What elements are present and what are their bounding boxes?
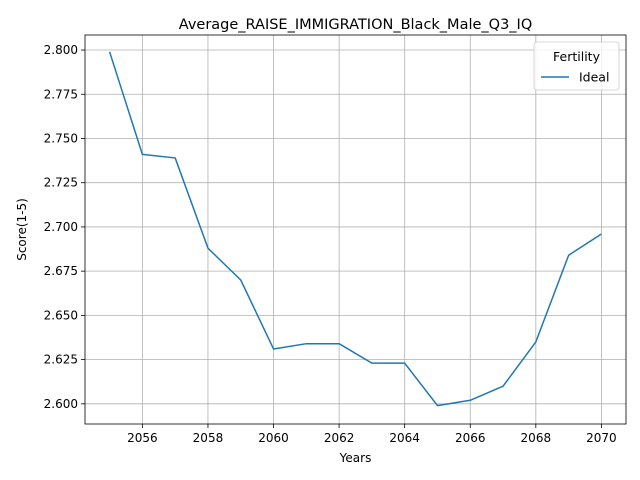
legend-box bbox=[533, 41, 620, 91]
x-tick-label: 2056 bbox=[127, 431, 158, 445]
legend-label-ideal: Ideal bbox=[579, 70, 609, 85]
y-tick-label: 2.675 bbox=[44, 264, 78, 278]
y-tick-label: 2.600 bbox=[44, 397, 78, 411]
x-tick-label: 2058 bbox=[193, 431, 224, 445]
chart-title: Average_RAISE_IMMIGRATION_Black_Male_Q3_… bbox=[179, 17, 532, 33]
y-tick-label: 2.800 bbox=[44, 43, 78, 57]
axis-ticks: 2056 2058 2060 2062 2064 2066 2068 2070 2.600 2.6… bbox=[44, 43, 617, 445]
y-tick-label: 2.725 bbox=[44, 176, 78, 190]
y-tick-label: 2.775 bbox=[44, 87, 78, 101]
x-axis-label: Years bbox=[339, 451, 372, 465]
x-tick-label: 2062 bbox=[324, 431, 355, 445]
grid-lines bbox=[85, 35, 626, 424]
y-tick-label: 2.700 bbox=[44, 220, 78, 234]
y-axis-label: Score(1-5) bbox=[15, 198, 29, 261]
legend: Fertility Ideal bbox=[533, 41, 620, 91]
plot-frame bbox=[84, 34, 627, 425]
x-tick-label: 2066 bbox=[455, 431, 486, 445]
y-tick-label: 2.625 bbox=[44, 353, 78, 367]
series-layer bbox=[108, 51, 602, 407]
x-tick-label: 2068 bbox=[521, 431, 552, 445]
x-tick-label: 2064 bbox=[389, 431, 420, 445]
x-tick-label: 2060 bbox=[258, 431, 289, 445]
y-tick-label: 2.650 bbox=[44, 308, 78, 322]
legend-title: Fertility bbox=[553, 49, 601, 64]
x-tick-label: 2070 bbox=[586, 431, 617, 445]
y-tick-label: 2.750 bbox=[44, 131, 78, 145]
series-line-ideal bbox=[108, 51, 602, 407]
